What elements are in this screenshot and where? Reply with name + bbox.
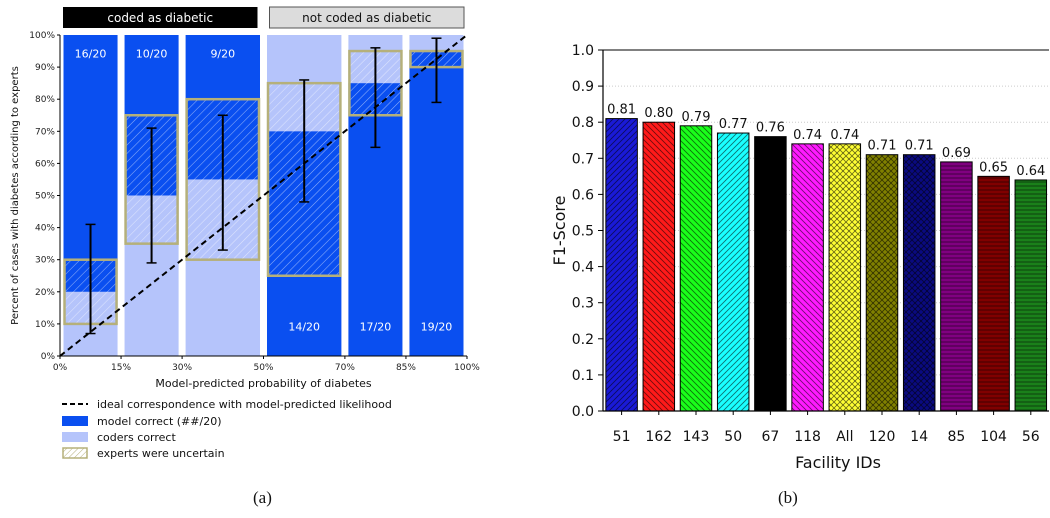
y-tick-label: 50% — [35, 192, 55, 202]
x-tick-label: 30% — [172, 363, 192, 373]
x-tick-label: 0% — [53, 363, 68, 373]
x-axis-label: Model-predicted probability of diabetes — [155, 377, 372, 390]
x-tick-label: All — [836, 429, 853, 445]
y-tick-label: 0.3 — [572, 296, 594, 312]
y-tick-label: 10% — [35, 320, 55, 330]
group-header-box — [269, 6, 465, 29]
f1-bar-value-label: 0.74 — [830, 128, 859, 143]
y-tick-label: 0.0 — [572, 404, 594, 420]
f1-bar-value-label: 0.65 — [979, 160, 1008, 175]
f1-bar-value-label: 0.76 — [756, 121, 785, 136]
y-tick-label: 40% — [35, 224, 55, 234]
caption-b: (b) — [778, 488, 798, 507]
f1-bar — [754, 136, 787, 412]
f1-bar — [865, 154, 899, 412]
y-tick-label: 0.7 — [572, 151, 594, 167]
y-tick-label: 70% — [35, 127, 55, 137]
bin-count-label: 19/20 — [421, 320, 453, 333]
group-header-label: coded as diabetic — [107, 11, 213, 25]
bin-count-label: 14/20 — [288, 320, 320, 333]
f1-bar-value-label: 0.71 — [868, 139, 897, 154]
y-tick-label: 100% — [29, 31, 55, 41]
bin-count-label: 17/20 — [360, 320, 392, 333]
f1-bar-value-label: 0.74 — [793, 128, 822, 143]
f1-bar — [828, 143, 862, 412]
y-tick-label: 0% — [41, 352, 56, 362]
ideal-reference-line — [59, 34, 468, 357]
x-tick-label: 70% — [335, 363, 355, 373]
f1-bar — [791, 143, 824, 412]
y-tick-label: 0.8 — [572, 115, 594, 131]
y-tick-label: 0.5 — [572, 224, 594, 240]
x-tick-label: 50% — [253, 363, 273, 373]
f1-bar-value-label: 0.77 — [719, 117, 748, 132]
bin-count-label: 9/20 — [210, 47, 235, 60]
x-tick-label: 120 — [869, 429, 896, 445]
f1-bar — [716, 132, 750, 412]
y-tick-label: 60% — [35, 159, 55, 169]
f1-bar — [642, 121, 676, 412]
x-tick-label: 67 — [761, 429, 779, 445]
f1-bar-value-label: 0.79 — [682, 110, 711, 125]
f1-bar-value-label: 0.64 — [1016, 164, 1045, 179]
x-tick-label: 85 — [947, 429, 965, 445]
legend-coders-swatch — [62, 432, 88, 442]
y-tick-label: 0.2 — [572, 332, 594, 348]
f1-bar — [902, 154, 936, 412]
legend-uncertain-label: experts were uncertain — [97, 447, 225, 460]
y-tick-label: 1.0 — [572, 43, 594, 59]
x-tick-label: 100% — [454, 363, 480, 373]
x-tick-label: 118 — [794, 429, 821, 445]
y-tick-label: 0.6 — [572, 187, 594, 203]
f1-bar — [605, 118, 638, 412]
f1-bar-value-label: 0.80 — [644, 106, 673, 121]
y-tick-label: 0.9 — [572, 79, 594, 95]
x-tick-label: 50 — [724, 429, 742, 445]
x-tick-label: 143 — [683, 429, 710, 445]
y-axis-label: F1-Score — [550, 196, 569, 266]
x-tick-label: 104 — [980, 429, 1007, 445]
bin-count-label: 10/20 — [136, 47, 168, 60]
x-tick-label: 15% — [111, 363, 131, 373]
legend-model-swatch — [62, 416, 88, 426]
f1-bar-value-label: 0.81 — [607, 103, 636, 118]
x-tick-label: 85% — [396, 363, 416, 373]
f1-bar — [679, 125, 713, 412]
x-axis-label: Facility IDs — [795, 453, 881, 472]
f1-bar-value-label: 0.69 — [942, 146, 971, 161]
f1-bar-value-label: 0.71 — [905, 139, 934, 154]
y-tick-label: 80% — [35, 95, 55, 105]
x-tick-label: 51 — [613, 429, 631, 445]
y-tick-label: 30% — [35, 256, 55, 266]
f1-score-chart: 0.81 0.80 0.79 0.77 0.76 0.74 0.74 0.71 0.71 0.69… — [550, 43, 1049, 472]
x-tick-label: 56 — [1022, 429, 1040, 445]
group-header-label: not coded as diabetic — [302, 11, 431, 25]
y-tick-label: 20% — [35, 288, 55, 298]
x-tick-label: 14 — [910, 429, 928, 445]
y-tick-label: 90% — [35, 63, 55, 73]
f1-bar — [977, 175, 1010, 412]
x-tick-label: 162 — [645, 429, 672, 445]
y-tick-label: 0.1 — [572, 368, 594, 384]
caption-a: (a) — [253, 488, 272, 507]
f1-bar — [1014, 179, 1048, 412]
bin-count-label: 16/20 — [75, 47, 107, 60]
f1-bar — [940, 161, 973, 412]
legend-model-label: model correct (##/20) — [97, 415, 221, 428]
y-tick-label: 0.4 — [572, 260, 594, 276]
group-header-box — [63, 7, 258, 28]
legend-coders-label: coders correct — [97, 431, 176, 444]
legend-ideal-label: ideal correspondence with model-predicte… — [97, 398, 392, 411]
legend-uncertain-swatch — [62, 447, 88, 459]
calibration-chart: coded as diabetic not coded as diabetic 1… — [10, 6, 480, 460]
y-axis-label: Percent of cases with diabetes according… — [10, 66, 21, 325]
